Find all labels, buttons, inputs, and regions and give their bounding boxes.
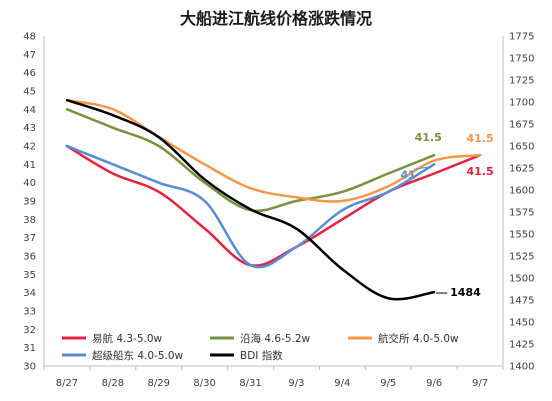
left-tick-label: 38: [23, 215, 36, 226]
x-tick-label: 8/30: [193, 378, 215, 389]
left-tick-label: 39: [23, 197, 36, 208]
right-tick-label: 1450: [509, 318, 534, 329]
end-labels: 41.5 41.5 41.5 41 1484: [400, 131, 493, 299]
left-tick-label: 46: [23, 68, 36, 79]
x-tick-label: 8/29: [148, 378, 170, 389]
right-tick-label: 1775: [509, 32, 534, 43]
left-tick-label: 48: [23, 32, 36, 43]
left-tick-label: 43: [23, 123, 36, 134]
chart-title: 大船进江航线价格涨跌情况: [180, 9, 372, 28]
right-tick-label: 1625: [509, 164, 534, 175]
series-line-4-0-5-0w-left: [65, 144, 436, 269]
right-tick-label: 1475: [509, 296, 534, 307]
left-tick-label: 36: [23, 252, 36, 263]
end-label-4-0-5-0w: 41: [400, 168, 415, 181]
end-label-4-0-5-0w: 41.5: [466, 132, 493, 145]
series-line-4-3-5-0w-left: [65, 144, 482, 267]
series-line-bdi-right: [65, 98, 436, 301]
left-axis-ticks: 30 31 32 33 34 35 36 37 38 39 40 41 42 43 44 45 46 47 48: [23, 32, 36, 373]
x-tick-label: 8/27: [56, 378, 78, 389]
right-tick-label: 1675: [509, 120, 534, 131]
right-tick-label: 1550: [509, 230, 534, 241]
right-tick-label: 1400: [509, 362, 534, 373]
right-tick-label: 1725: [509, 76, 534, 87]
right-tick-label: 1650: [509, 142, 534, 153]
x-tick-label: 8/28: [102, 378, 124, 389]
end-label-4-6-5-2w: 41.5: [415, 131, 442, 144]
end-label-bdi: 1484: [450, 286, 481, 299]
left-tick-label: 44: [23, 105, 36, 116]
series-line-4-0-5-0w-left: [65, 98, 482, 203]
series-layer: [65, 98, 482, 301]
right-tick-label: 1575: [509, 208, 534, 219]
x-tick-label: 9/5: [380, 378, 396, 389]
legend-label: 超级船东 4.0-5.0w: [92, 349, 184, 362]
left-tick-label: 42: [23, 142, 36, 153]
legend-label: BDI 指数: [240, 349, 283, 362]
left-tick-label: 47: [23, 50, 36, 61]
legend-label: 航交所 4.0-5.0w: [378, 332, 459, 345]
right-axis-ticks: 1400 1425 1450 1475 1500 1525 1550 1575 1600 1625…: [509, 32, 534, 373]
left-tick-label: 35: [23, 270, 36, 281]
x-tick-label: 8/31: [239, 378, 261, 389]
left-tick-label: 31: [23, 343, 36, 354]
right-tick-label: 1425: [509, 340, 534, 351]
right-tick-label: 1525: [509, 252, 534, 263]
x-axis-ticks: 8/27 8/28 8/29 8/30 8/31 9/3 9/4 9/5 9/6 9/7: [43, 366, 504, 389]
left-tick-label: 40: [23, 178, 36, 189]
left-tick-label: 30: [23, 362, 36, 373]
right-tick-label: 1750: [509, 54, 534, 65]
x-tick-label: 9/6: [426, 378, 442, 389]
legend-label: 易航 4.3-5.0w: [92, 332, 163, 345]
right-tick-label: 1500: [509, 274, 534, 285]
left-tick-label: 45: [23, 87, 36, 98]
legend-label: 沿海 4.6-5.2w: [240, 332, 311, 345]
legend: 易航 4.3-5.0w 沿海 4.6-5.2w 航交所 4.0-5.0w 超级船东 4…: [62, 332, 459, 362]
left-tick-label: 34: [23, 288, 36, 299]
x-tick-label: 9/4: [334, 378, 350, 389]
end-label-leader: [414, 165, 433, 170]
right-tick-label: 1700: [509, 98, 534, 109]
x-tick-label: 9/3: [288, 378, 304, 389]
left-tick-label: 37: [23, 233, 36, 244]
left-tick-label: 33: [23, 307, 36, 318]
end-label-4-3-5-0w: 41.5: [466, 165, 493, 178]
x-tick-label: 9/7: [472, 378, 488, 389]
left-tick-label: 32: [23, 325, 36, 336]
right-tick-label: 1600: [509, 186, 534, 197]
left-tick-label: 41: [23, 160, 36, 171]
